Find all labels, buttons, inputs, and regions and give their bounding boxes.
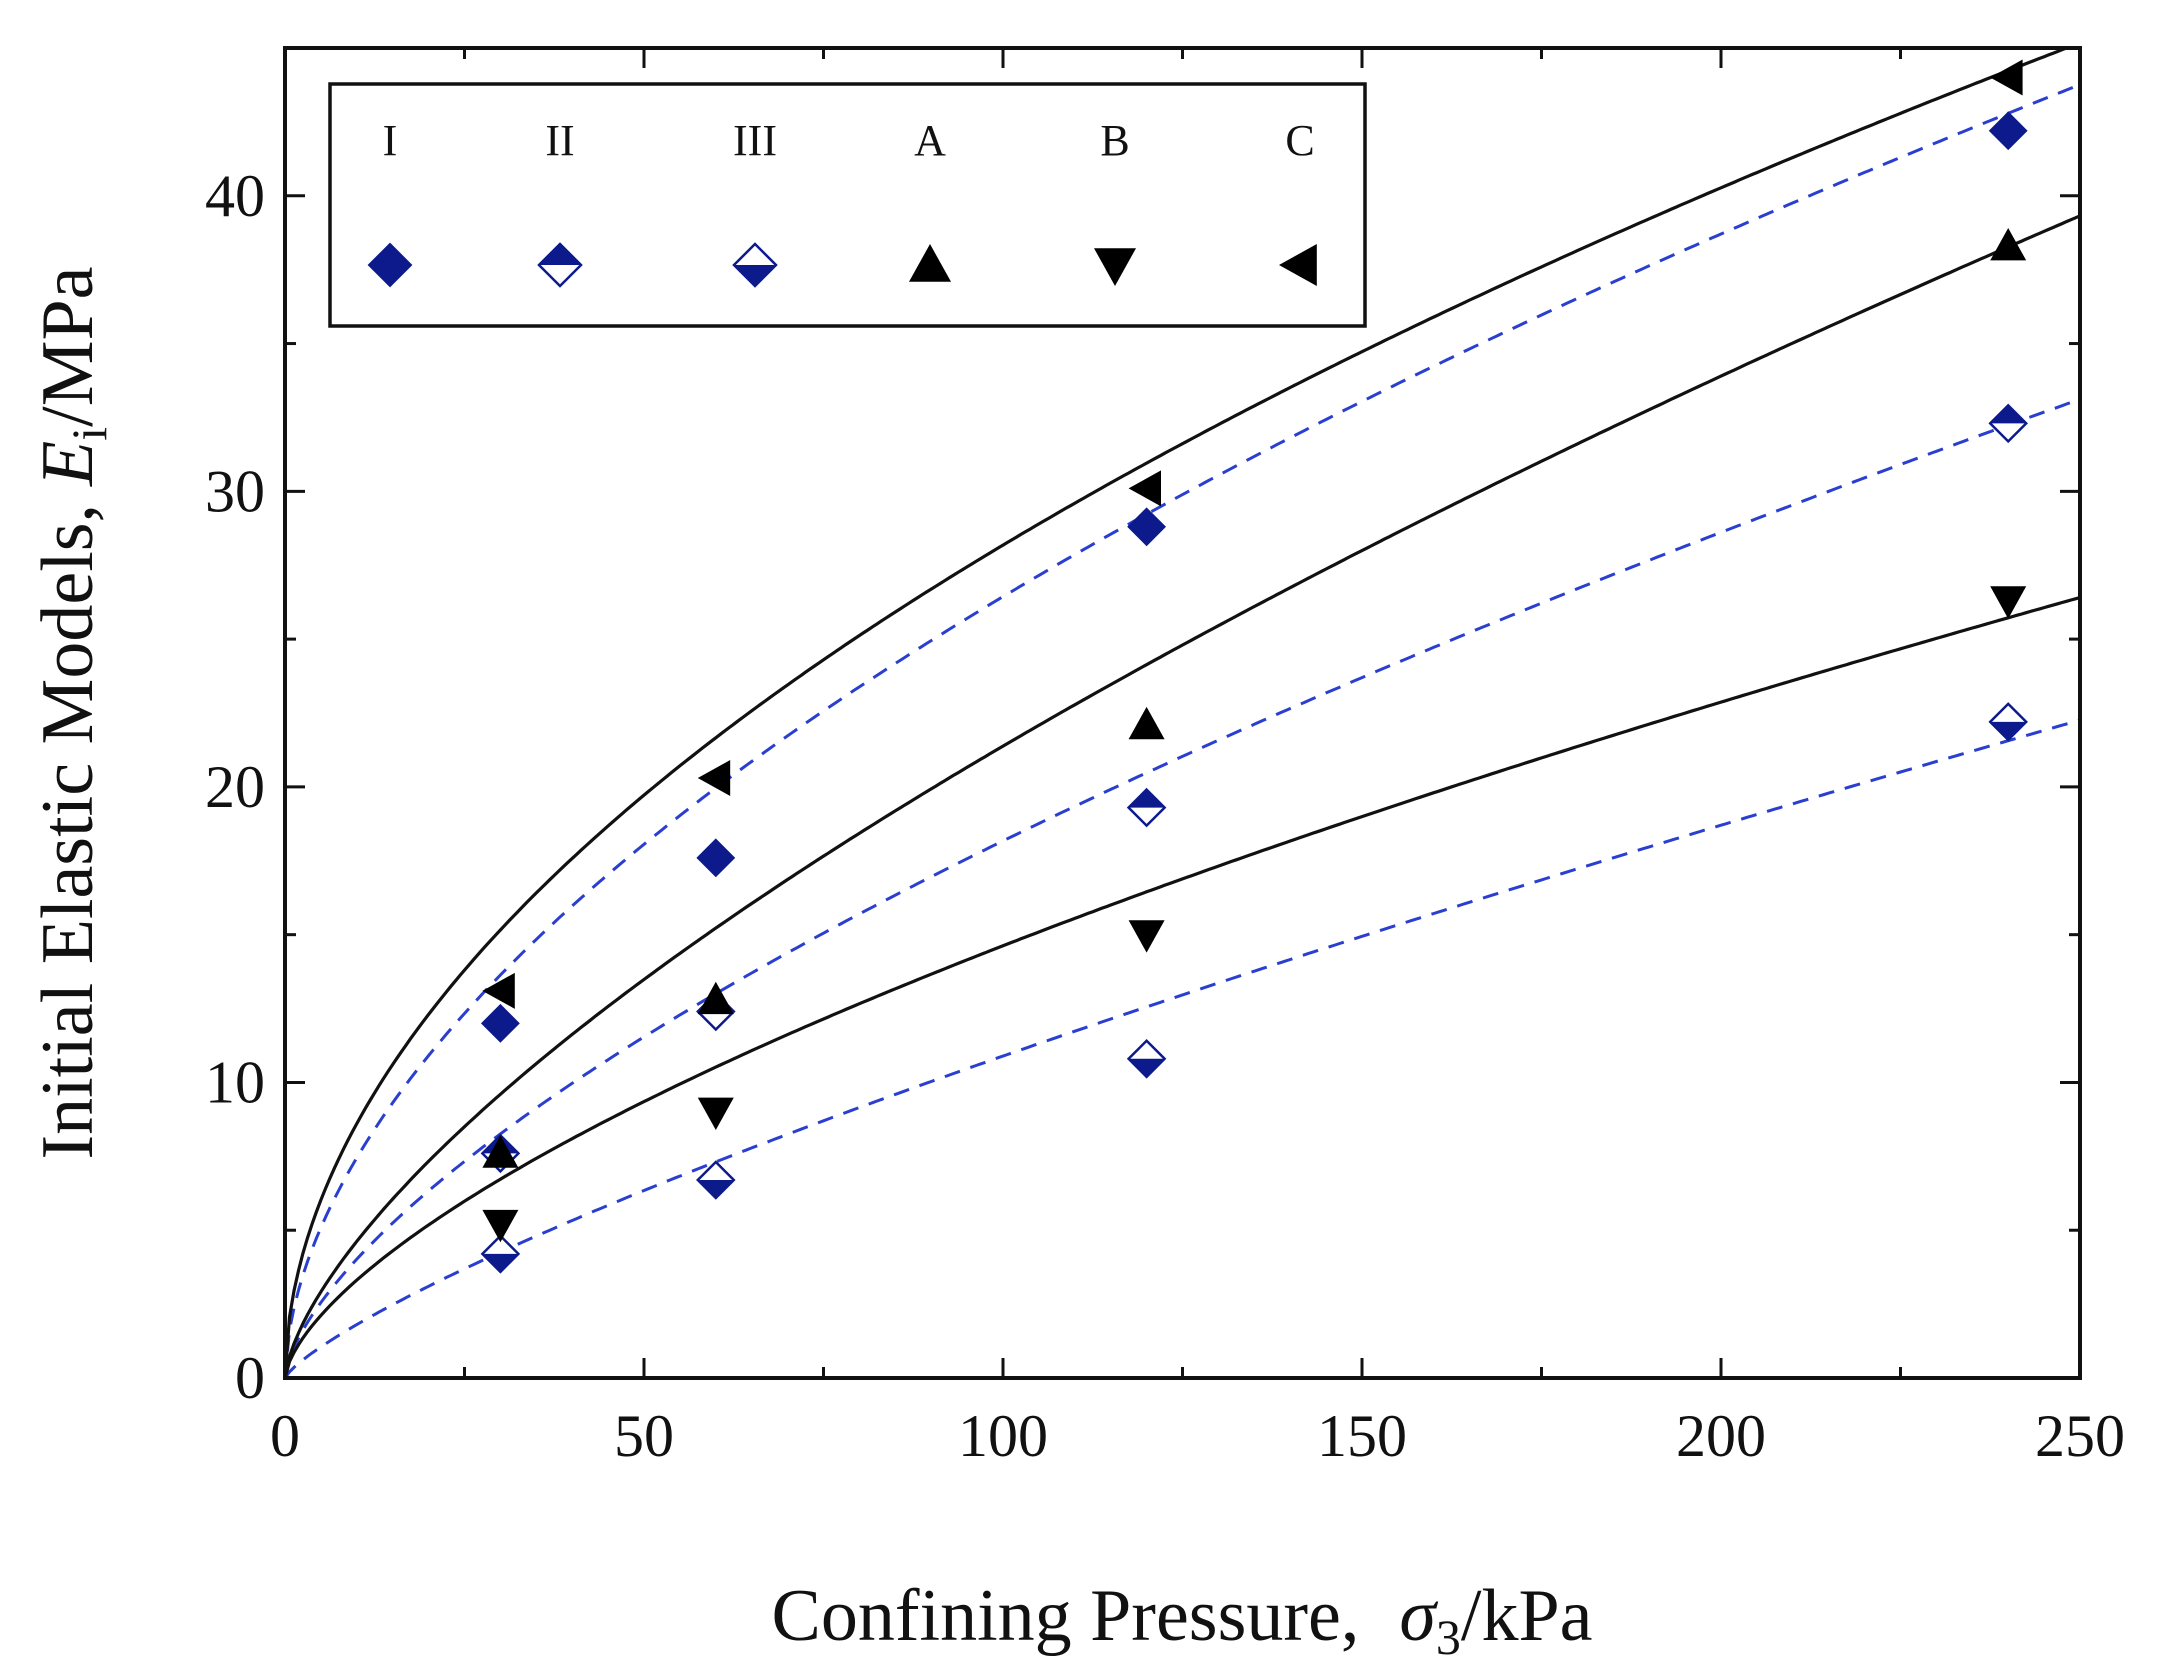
fit-curve-I bbox=[285, 83, 2080, 1378]
legend-marker-III bbox=[732, 242, 778, 288]
x-tick-label: 250 bbox=[2035, 1403, 2125, 1469]
fit-curve-B bbox=[285, 595, 2080, 1378]
x-tick-label: 100 bbox=[958, 1403, 1048, 1469]
legend-label-B: B bbox=[1100, 116, 1129, 165]
y-tick-label: 0 bbox=[235, 1345, 265, 1411]
data-point-I bbox=[1127, 507, 1167, 547]
data-point-B bbox=[482, 1209, 519, 1243]
x-tick-label: 200 bbox=[1676, 1403, 1766, 1469]
fit-curve-II bbox=[285, 397, 2080, 1378]
x-tick-label: 50 bbox=[614, 1403, 674, 1469]
data-point-III bbox=[480, 1234, 521, 1274]
legend-marker-B bbox=[1094, 248, 1136, 286]
data-point-III bbox=[696, 1160, 736, 1200]
legend-marker-I bbox=[367, 242, 413, 288]
legend: I II III A B C bbox=[328, 82, 1367, 328]
data-point-B bbox=[697, 1097, 734, 1130]
data-point-C bbox=[1990, 59, 2023, 96]
data-point-A bbox=[482, 1135, 519, 1168]
data-point-B bbox=[1128, 920, 1165, 953]
data-point-A bbox=[1128, 706, 1165, 740]
data-point-C bbox=[482, 972, 515, 1009]
fit-curve-A bbox=[285, 214, 2080, 1378]
fit-curve-C bbox=[285, 48, 2072, 1378]
x-axis-title: Confining Pressure, σ3/kPa bbox=[772, 1575, 1593, 1665]
y-tick-label: 10 bbox=[205, 1049, 265, 1115]
plot-frame bbox=[283, 46, 2082, 1380]
x-tick-label: 150 bbox=[1317, 1403, 1407, 1469]
data-point-C bbox=[1128, 470, 1161, 507]
data-point-C bbox=[697, 760, 731, 797]
data-point-III bbox=[1988, 702, 2028, 742]
legend-label-III: III bbox=[733, 116, 777, 165]
legend-marker-II bbox=[537, 242, 583, 288]
y-tick-label: 20 bbox=[205, 754, 265, 820]
x-tick-label: 0 bbox=[270, 1403, 300, 1469]
y-tick-label: 30 bbox=[205, 458, 265, 524]
legend-label-C: C bbox=[1285, 116, 1314, 165]
data-point-A bbox=[697, 981, 734, 1015]
y-axis-title: Initial Elastic Models,Ei/MPa bbox=[27, 266, 117, 1159]
legend-marker-C bbox=[1279, 244, 1317, 286]
fit-curves bbox=[285, 48, 2080, 1378]
data-point-III bbox=[1126, 1039, 1167, 1079]
data-markers bbox=[480, 59, 2028, 1274]
data-point-B bbox=[1990, 586, 2027, 619]
legend-label-I: I bbox=[383, 116, 398, 165]
tick-labels: 0 50 100 150 200 250 0 10 20 30 40 bbox=[205, 163, 2125, 1469]
data-point-II bbox=[1988, 403, 2028, 444]
data-point-II bbox=[1126, 787, 1167, 828]
data-point-I bbox=[480, 1003, 520, 1043]
data-point-I bbox=[1988, 111, 2028, 151]
data-point-I bbox=[696, 838, 736, 878]
legend-label-II: II bbox=[545, 116, 574, 165]
y-tick-label: 40 bbox=[205, 163, 265, 229]
legend-box bbox=[328, 82, 1367, 328]
data-point-A bbox=[1990, 228, 2027, 261]
legend-marker-A bbox=[909, 244, 951, 282]
legend-label-A: A bbox=[914, 116, 946, 165]
fit-curve-III bbox=[285, 718, 2080, 1378]
